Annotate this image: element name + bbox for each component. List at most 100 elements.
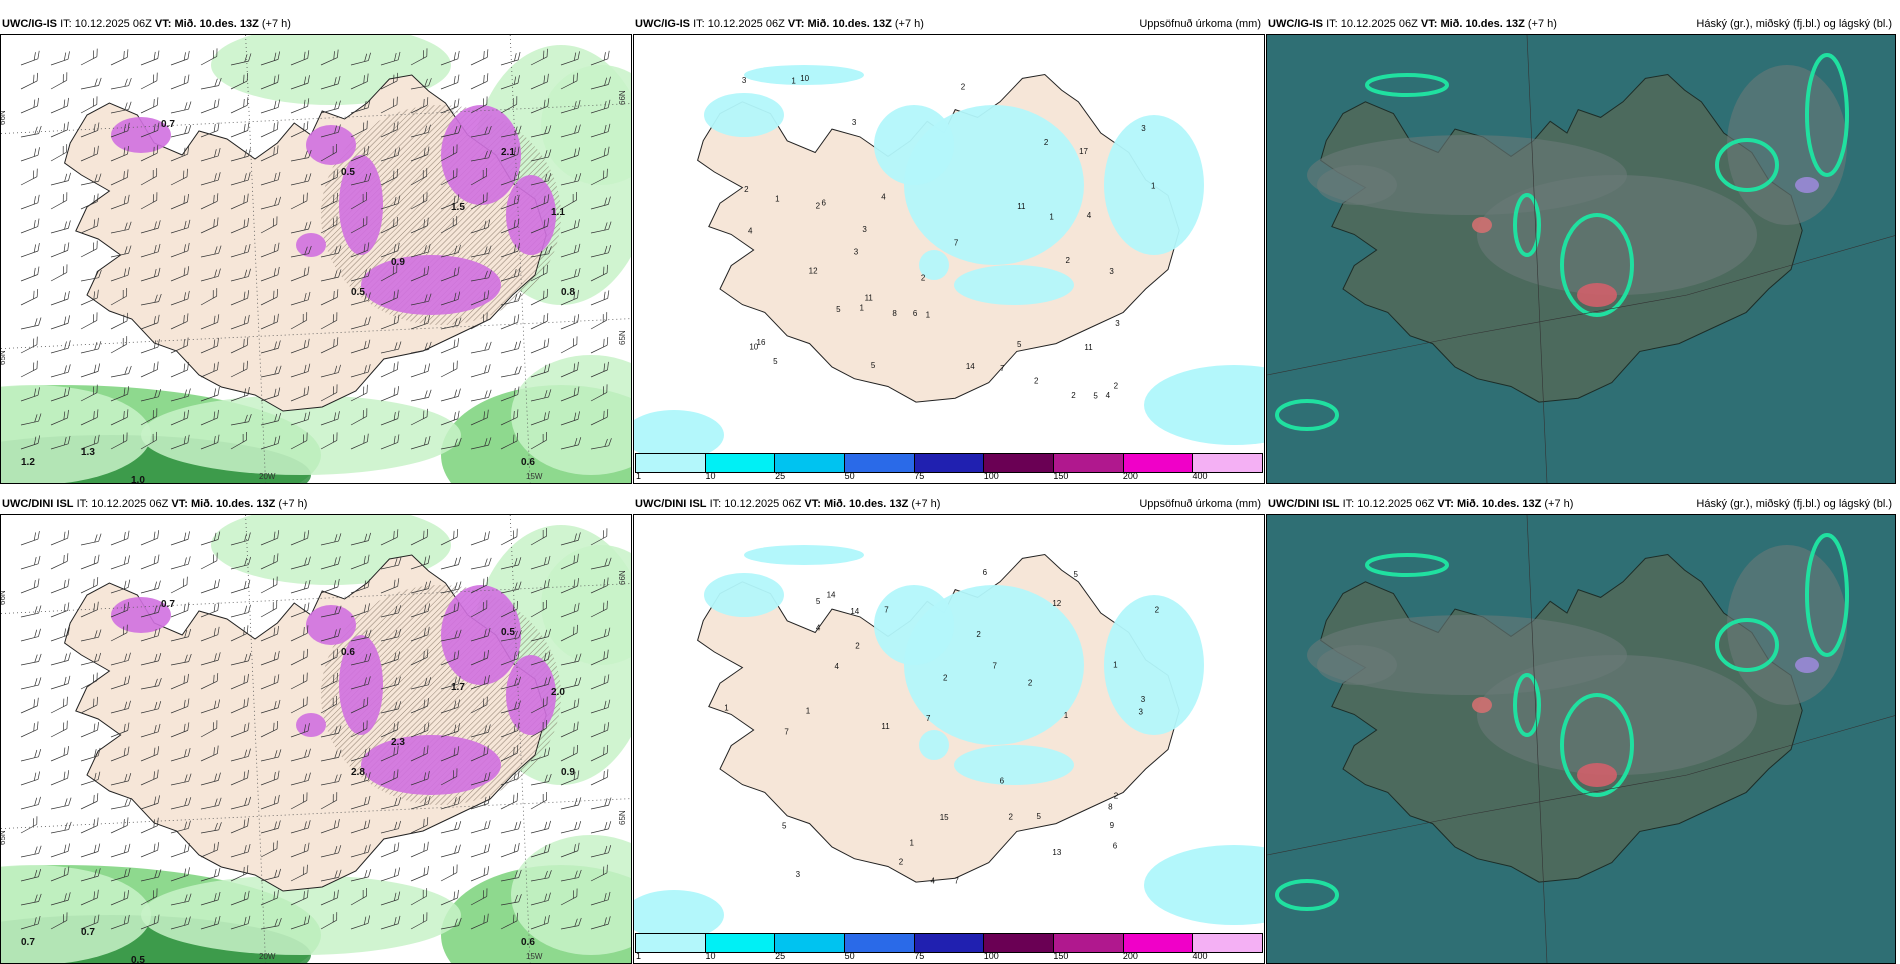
wind-barb [350, 554, 370, 570]
colorbar-ticks: 1 10 25 50 75 100 150 200 400 [635, 471, 1261, 483]
wind-barb [500, 432, 518, 450]
wind-barb [560, 917, 582, 930]
wind-barb [230, 97, 249, 114]
wind-barb [470, 600, 488, 618]
wind-barb [500, 340, 522, 354]
wind-barb [320, 773, 342, 786]
wind-barb [320, 100, 341, 114]
wind-barb [290, 556, 311, 570]
precip-value: 4 [816, 624, 821, 633]
colorbar-swatch [845, 934, 915, 952]
wind-barb [260, 721, 279, 738]
wind-barb [500, 409, 519, 426]
wind-barb [80, 747, 101, 762]
wind-barb [50, 553, 69, 570]
wind-barb [410, 97, 429, 114]
precip-value: 5 [836, 305, 841, 314]
wind-barb [260, 530, 280, 546]
wind-barb [200, 122, 220, 138]
wind-barb [110, 889, 129, 906]
wind-barb [80, 652, 102, 666]
wind-barb [110, 77, 132, 90]
precip-area [1, 865, 151, 963]
wind-barb [170, 434, 190, 450]
wind-barb [470, 771, 491, 786]
wind-barb [80, 384, 98, 402]
precip-value: 5 [1073, 570, 1078, 579]
cloud-map-panel [1266, 514, 1896, 964]
wind-barb [290, 530, 310, 546]
wind-barb [290, 386, 310, 402]
wind-barb [200, 148, 221, 162]
wind-barb [350, 819, 371, 834]
wind-barb [50, 72, 68, 90]
wind-barb [20, 97, 39, 114]
wind-barb [230, 818, 249, 834]
wind-barb [500, 770, 520, 786]
wind-barb [380, 578, 400, 594]
vt-value: Mið. 10.des. 13Z [1440, 18, 1525, 30]
value-label: 0.5 [351, 287, 365, 298]
wind-barb [20, 289, 39, 306]
colorbar-tick-label: 75 [914, 951, 925, 961]
wind-barb [380, 701, 402, 714]
wind-barb [560, 698, 580, 714]
wind-barb [530, 651, 551, 666]
mid-cloud-area [1477, 655, 1757, 775]
wind-barb [410, 146, 430, 162]
precip-value: 2 [1155, 606, 1160, 615]
wind-barb [200, 77, 222, 90]
wind-barb [500, 267, 521, 282]
wind-barb [230, 268, 251, 282]
wind-barb [590, 312, 608, 330]
wind-barb [440, 50, 460, 66]
wind-barb [20, 816, 38, 834]
precip-value: 1 [775, 195, 780, 204]
precip-map-panel: 2 2 1 2 4 3 6 3 1 1 4 2 3 2 3 5 7 1 3 4 5 6 7 5 11 11 14 16 17 10 11 8 5… [633, 34, 1265, 484]
snow-area [361, 255, 501, 315]
wind-barb [560, 314, 580, 330]
precip-value: 3 [1138, 708, 1143, 717]
wind-barb [80, 312, 98, 330]
wind-barb [290, 723, 310, 738]
wind-barb [440, 216, 458, 234]
colorbar-swatch [984, 454, 1055, 472]
precip-value: 3 [796, 870, 801, 879]
wind-barb [410, 78, 432, 90]
wind-barb [200, 772, 221, 786]
wind-barb [110, 365, 132, 378]
precip-value: 2 [1028, 679, 1033, 688]
colorbar-ticks: 1 10 25 50 75 100 150 200 400 [635, 951, 1261, 963]
value-label: 1.2 [21, 457, 35, 468]
colorbar-tick-label: 25 [775, 951, 786, 961]
wind-barb [380, 96, 398, 114]
lead-time: (+7 h) [278, 498, 308, 510]
wind-barb [80, 533, 102, 546]
wind-barb [140, 50, 160, 66]
wind-barb [50, 746, 69, 762]
wind-barb [170, 219, 191, 234]
wind-barb [320, 245, 342, 258]
precip-value: 5 [1017, 340, 1022, 349]
wind-barb [170, 748, 191, 762]
precip-value: 10 [800, 74, 809, 83]
mid-cloud-area [1317, 645, 1397, 685]
precip-value: 1 [859, 303, 864, 312]
graticule-label: 65N [618, 810, 627, 825]
wind-barb [500, 386, 520, 402]
wind-barb [440, 360, 458, 378]
wind-barb [380, 915, 401, 930]
wind-barb [260, 749, 282, 762]
precip-value: 3 [1141, 695, 1146, 704]
wind-barb [110, 49, 129, 66]
wind-barb [20, 653, 42, 666]
wind-barb [410, 677, 432, 690]
snow-area [506, 655, 556, 735]
wind-barb [350, 915, 371, 930]
wind-barb [290, 411, 311, 426]
precip-value: 2 [1066, 256, 1071, 265]
wind-barb [170, 673, 189, 690]
value-label: 2.8 [351, 767, 365, 778]
precip-area [704, 573, 784, 617]
wind-barb [500, 243, 520, 258]
